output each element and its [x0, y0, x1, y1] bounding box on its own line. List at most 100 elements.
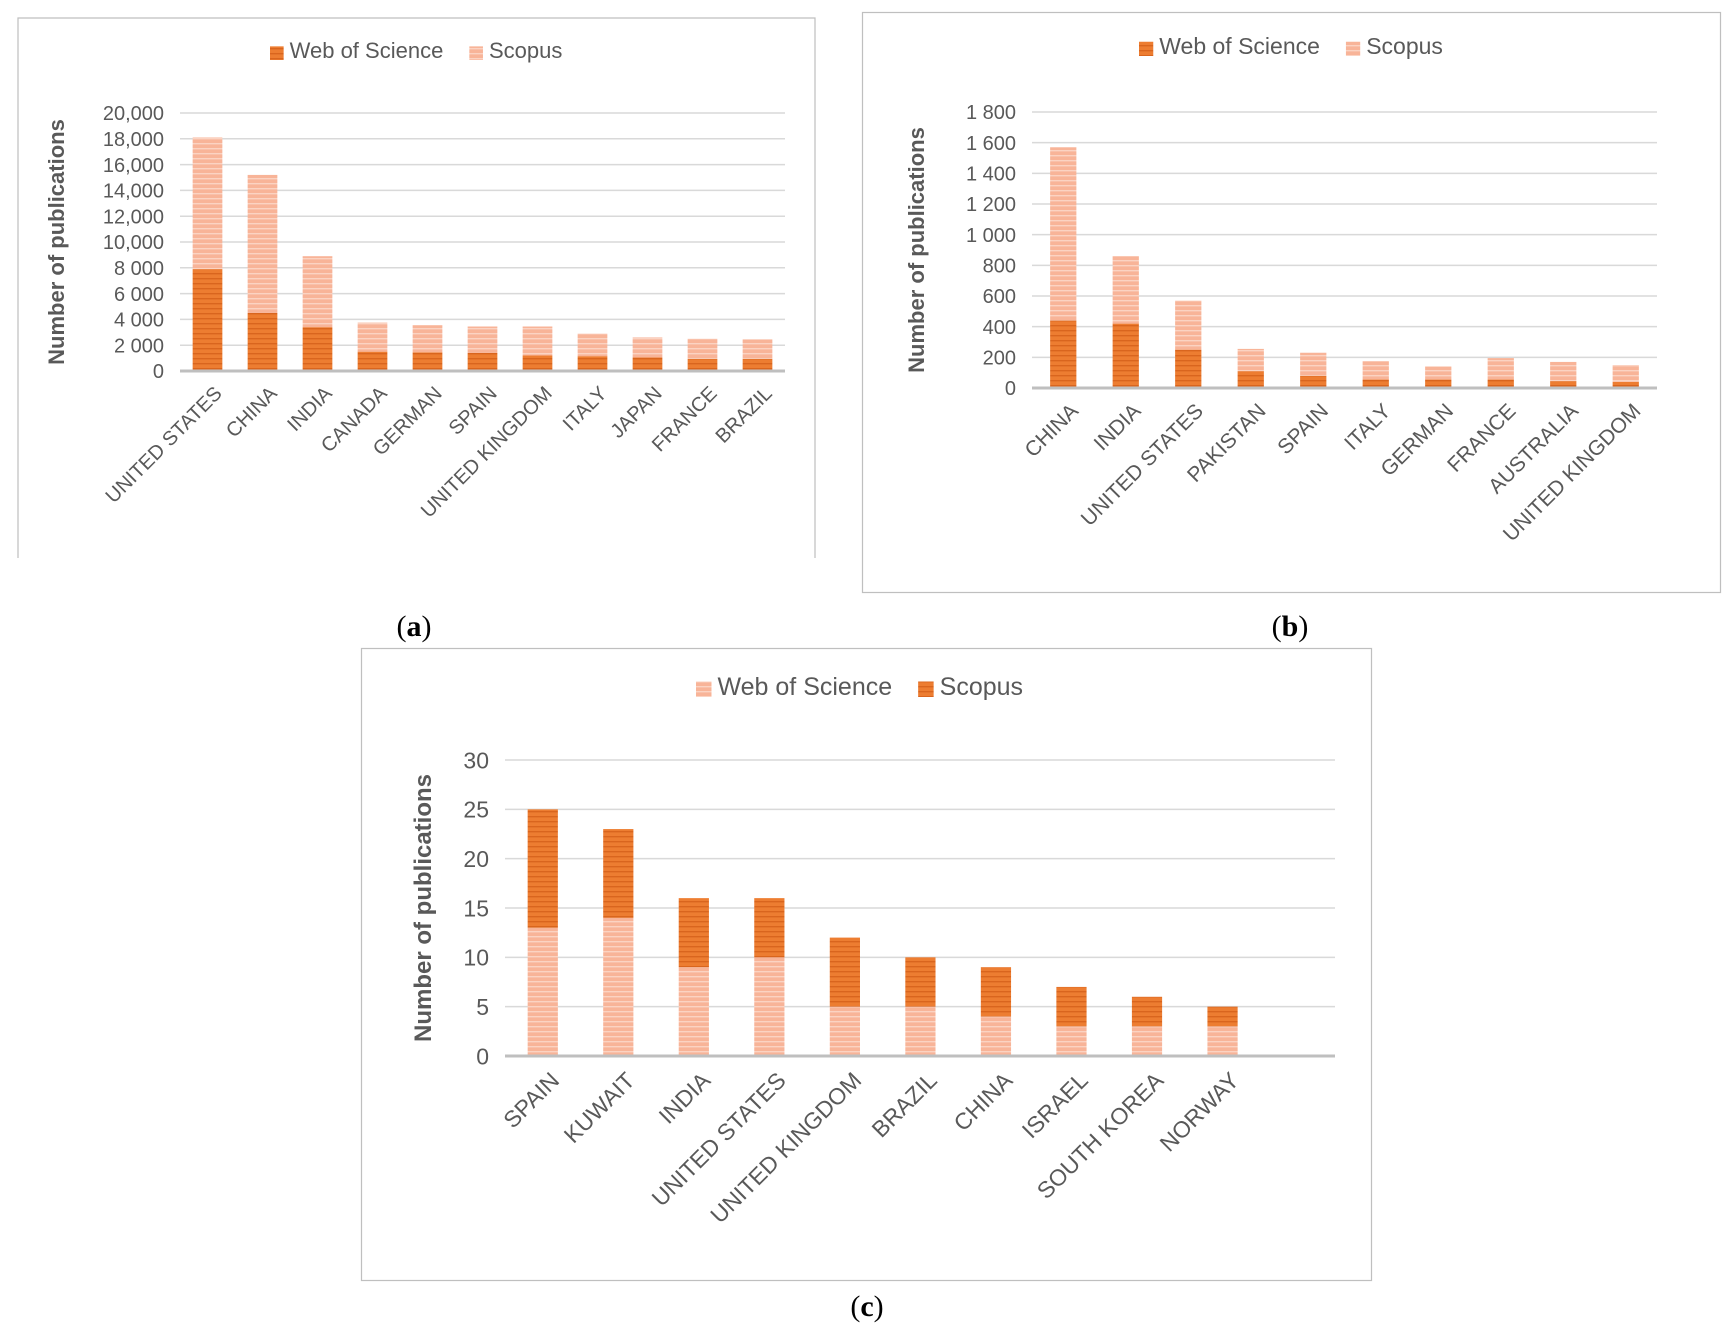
- bar-scopus: [577, 333, 608, 357]
- bar-scopus: [1550, 361, 1577, 382]
- bar-scopus: [527, 809, 558, 928]
- bar-scopus: [1112, 256, 1139, 324]
- bar-scopus: [302, 256, 333, 328]
- bar-web-of-science: [1056, 1026, 1087, 1056]
- caption-a-letter: a: [406, 610, 422, 643]
- bar-web-of-science: [603, 917, 634, 1056]
- legend-swatch: [469, 46, 483, 60]
- chart-b-svg: 0 200 400 600 800 1 000 1 200 1 400 1 600 1 800 CH…: [861, 11, 1722, 594]
- x-category-label: CHINA: [1021, 399, 1083, 461]
- bar-web-of-science: [632, 357, 663, 371]
- x-category-label: BRAZIL: [866, 1067, 941, 1142]
- bar-scopus: [1131, 996, 1163, 1027]
- x-category-label: UNITED STATES: [646, 1067, 790, 1211]
- chart-frame: [861, 11, 1722, 594]
- legend-label: Scopus: [1366, 33, 1443, 59]
- y-tick-label: 18,000: [103, 129, 164, 151]
- y-tick-label: 5: [476, 994, 489, 1020]
- bar-web-of-science: [1425, 379, 1452, 388]
- y-tick-label: 8 000: [114, 258, 164, 280]
- bar-web-of-science: [1175, 349, 1202, 388]
- x-category-label: SPAIN: [1273, 399, 1333, 459]
- y-tick-label: 2 000: [114, 335, 164, 357]
- bar-web-of-science: [302, 327, 333, 371]
- bar-web-of-science: [1550, 381, 1577, 388]
- x-category-label: SOUTH KOREA: [1032, 1067, 1169, 1204]
- bar-web-of-science: [527, 927, 558, 1056]
- caption-b-letter: b: [1281, 610, 1299, 643]
- bar-web-of-science: [577, 356, 608, 371]
- bar-web-of-science: [687, 358, 718, 371]
- y-tick-label: 1 200: [966, 194, 1016, 216]
- bar-web-of-science: [247, 312, 278, 371]
- x-category-label: BRAZIL: [712, 383, 777, 448]
- bar-scopus: [980, 967, 1012, 1017]
- caption-a: (a): [396, 610, 432, 643]
- y-tick-label: 10: [463, 945, 489, 971]
- bar-scopus: [247, 174, 278, 313]
- bar-web-of-science: [1207, 1026, 1238, 1056]
- x-category-label: CHINA: [222, 382, 282, 442]
- legend-label: Web of Science: [290, 38, 444, 63]
- bar-web-of-science: [980, 1016, 1012, 1056]
- x-category-label: UNITED STATES: [102, 383, 227, 508]
- bar-scopus: [357, 322, 388, 352]
- bar-scopus: [742, 339, 773, 359]
- bar-scopus: [632, 337, 663, 358]
- chart-frame: [360, 647, 1373, 1282]
- y-tick-label: 1 400: [966, 164, 1016, 186]
- caption-c-letter: c: [860, 1290, 874, 1323]
- y-tick-label: 15: [463, 895, 489, 921]
- y-tick-label: 400: [983, 317, 1016, 339]
- y-tick-label: 600: [983, 286, 1016, 308]
- y-tick-label: 4 000: [114, 310, 164, 332]
- bar-scopus: [467, 326, 498, 353]
- x-category-label: INDIA: [1090, 399, 1146, 455]
- bar-scopus: [754, 898, 785, 958]
- x-category-label: NORWAY: [1154, 1067, 1243, 1156]
- y-axis-label: Number of publications: [904, 127, 929, 373]
- bar-web-of-science: [1050, 320, 1077, 388]
- bar-web-of-science: [754, 957, 785, 1056]
- bar-scopus: [603, 829, 634, 918]
- bar-scopus: [1487, 358, 1514, 380]
- y-tick-label: 16,000: [103, 155, 164, 177]
- bar-scopus: [1056, 986, 1087, 1027]
- chart-a-svg: 0 2 000 4 000 6 000 8 000 10,000 12,000 14,000 1…: [17, 17, 816, 558]
- chart-panel-b: 0 200 400 600 800 1 000 1 200 1 400 1 600 1 800 CH…: [861, 11, 1722, 594]
- bar-scopus: [1175, 300, 1202, 350]
- y-tick-label: 0: [476, 1043, 489, 1069]
- bar-web-of-science: [522, 355, 553, 371]
- bar-scopus: [1050, 147, 1077, 321]
- y-tick-label: 12,000: [103, 206, 164, 228]
- y-tick-label: 0: [153, 361, 164, 383]
- bar-web-of-science: [1237, 371, 1264, 388]
- y-tick-label: 200: [983, 348, 1016, 370]
- bar-scopus: [1207, 1006, 1238, 1027]
- bar-scopus: [412, 325, 443, 353]
- y-tick-label: 1 000: [966, 225, 1016, 247]
- chart-panel-a: 0 2 000 4 000 6 000 8 000 10,000 12,000 14,000 1…: [0, 0, 830, 600]
- legend-label: Scopus: [940, 673, 1023, 701]
- legend-label: Web of Science: [718, 673, 893, 701]
- y-tick-label: 800: [983, 256, 1016, 278]
- chart-panel-c: 0 5 10 15 20 25 30 SPAIN KUWAIT INDIA UNITED STATE…: [360, 647, 1373, 1282]
- y-tick-label: 20,000: [103, 103, 164, 125]
- bar-web-of-science: [905, 1006, 936, 1056]
- x-category-label: ITALY: [1340, 399, 1395, 454]
- y-tick-label: 10,000: [103, 232, 164, 254]
- bar-web-of-science: [357, 351, 388, 371]
- bar-scopus: [1362, 361, 1389, 380]
- x-category-label: UNITED KINGDOM: [705, 1067, 866, 1228]
- y-tick-label: 14,000: [103, 181, 164, 203]
- bar-web-of-science: [1131, 1026, 1163, 1056]
- bar-web-of-science: [1487, 379, 1514, 388]
- x-category-label: SPAIN: [498, 1067, 564, 1133]
- bar-scopus: [687, 338, 718, 359]
- bar-web-of-science: [829, 1006, 860, 1056]
- legend-swatch: [1139, 41, 1154, 56]
- bar-web-of-science: [412, 352, 443, 371]
- legend-swatch: [1345, 41, 1361, 56]
- bar-scopus: [1237, 348, 1264, 372]
